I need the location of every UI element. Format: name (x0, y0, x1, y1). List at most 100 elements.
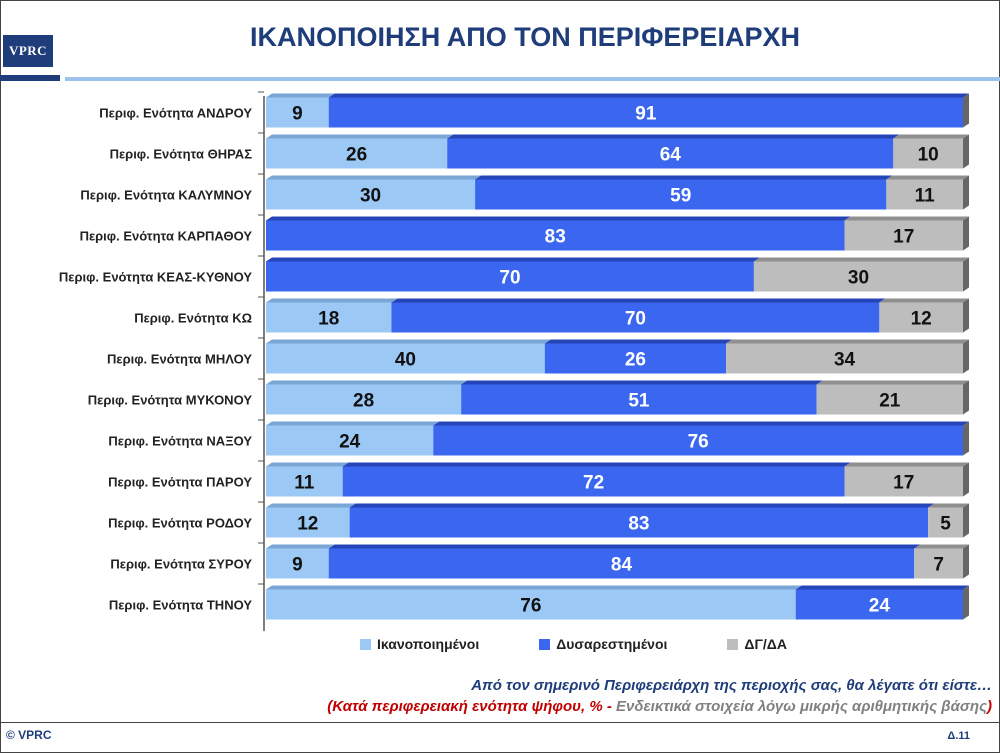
bar-satisfied (266, 507, 350, 538)
legend-item-satisfied: Ικανοποιημένοι (360, 636, 479, 652)
value-label-dissatisfied: 84 (611, 555, 633, 576)
bar-satisfied (266, 302, 392, 333)
legend-swatch-satisfied (360, 638, 371, 650)
value-label-satisfied: 40 (395, 350, 416, 371)
note-gray-text: Ενδεικτικά στοιχεία λόγω μικρής αριθμητι… (611, 698, 987, 715)
bar-dissatisfied (349, 507, 929, 538)
value-label-dissatisfied: 83 (628, 514, 649, 535)
bar-dk (726, 343, 963, 374)
value-label-dk: 7 (933, 555, 944, 576)
category-label: Περιφ. Ενότητα ΚΕΑΣ-ΚΥΘΝΟΥ (59, 270, 252, 285)
bar-dk (844, 220, 963, 251)
category-label: Περιφ. Ενότητα ΣΥΡΟΥ (110, 557, 252, 572)
note-open-paren: ( (327, 698, 333, 715)
bar-side (963, 216, 969, 251)
value-label-dissatisfied: 26 (625, 350, 646, 371)
bar-top-dk (914, 544, 969, 549)
bar-top-dissatisfied (461, 380, 823, 385)
bar-dissatisfied (433, 425, 963, 456)
category-label: Περιφ. Ενότητα ΚΩ (134, 311, 252, 326)
bar-top-satisfied (266, 298, 398, 303)
value-label-dissatisfied: 64 (660, 145, 682, 166)
category-label: Περιφ. Ενότητα ΚΑΛΥΜΝΟΥ (80, 188, 252, 203)
bar-satisfied (266, 425, 434, 456)
bar-side (963, 380, 969, 415)
legend-item-dissatisfied: Δυσαρεστημένοι (539, 636, 667, 652)
bar-top-satisfied (266, 503, 356, 508)
bar-dk (886, 179, 963, 210)
bar-top-satisfied (266, 421, 440, 426)
bar-dissatisfied (475, 179, 887, 210)
bar-side (963, 462, 969, 497)
value-label-satisfied: 24 (339, 432, 361, 453)
value-label-dissatisfied: 59 (670, 186, 691, 207)
bar-top-dissatisfied (447, 134, 900, 139)
legend-swatch-dissatisfied (539, 638, 551, 650)
bar-top-satisfied (266, 544, 335, 549)
legend-label-dissatisfied: Δυσαρεστημένοι (556, 636, 668, 652)
note-red-text: Κατά περιφερειακή ενότητα ψήφου, % - (332, 698, 612, 715)
bar-top-dissatisfied (795, 585, 969, 590)
footer-divider (0, 722, 1000, 723)
category-label: Περιφ. Ενότητα ΜΗΛΟΥ (107, 352, 252, 367)
value-label-satisfied: 76 (520, 596, 541, 617)
value-label-dissatisfied: 83 (545, 227, 566, 248)
bar-top-dissatisfied (349, 503, 935, 508)
category-label: Περιφ. Ενότητα ΘΗΡΑΣ (110, 147, 253, 162)
note-close-paren: ) (987, 698, 992, 715)
value-label-dk: 34 (834, 350, 856, 371)
question-note: Από τον σημερινό Περιφερειάρχη της περιο… (471, 677, 992, 694)
stacked-bar-chart: Περιφ. Ενότητα ΑΝΔΡΟΥ 9 91 Περιφ. Ενότητα Θ… (59, 91, 970, 631)
bar-dissatisfied (342, 466, 845, 497)
bar-dissatisfied (328, 548, 915, 579)
bar-satisfied (266, 138, 448, 169)
value-label-dk: 17 (893, 227, 914, 248)
bar-side (963, 339, 969, 374)
bar-top-dk (928, 503, 969, 508)
bar-top-dissatisfied (544, 339, 733, 344)
bar-dissatisfied (795, 589, 963, 620)
value-label-dk: 12 (911, 309, 932, 330)
bar-dissatisfied (461, 384, 817, 415)
value-label-dk: 30 (848, 268, 869, 289)
bar-top-satisfied (266, 380, 468, 385)
bar-dissatisfied (266, 261, 754, 292)
bar-top-dissatisfied (328, 544, 921, 549)
bar-dissatisfied (391, 302, 880, 333)
value-label-dissatisfied: 76 (688, 432, 709, 453)
bar-top-dissatisfied (391, 298, 886, 303)
bar-top-dissatisfied (433, 421, 969, 426)
bar-dissatisfied (266, 220, 845, 251)
bar-dk (816, 384, 963, 415)
bar-top-satisfied (266, 339, 551, 344)
bar-dissatisfied (328, 97, 964, 128)
value-label-satisfied: 18 (318, 309, 339, 330)
bar-top-dk (726, 339, 969, 344)
vprc-logo: VPRC (3, 35, 53, 67)
title-divider-light (65, 77, 1000, 81)
bar-satisfied (266, 179, 476, 210)
value-label-dk: 21 (879, 391, 901, 412)
value-label-dissatisfied: 72 (583, 473, 604, 494)
category-label: Περιφ. Ενότητα ΤΗΝΟΥ (109, 598, 252, 613)
bar-dk (753, 261, 963, 292)
bar-dissatisfied (447, 138, 894, 169)
bar-dk (893, 138, 963, 169)
legend-label-dk: ΔΓ/ΔΑ (744, 636, 787, 652)
value-label-satisfied: 11 (294, 473, 315, 494)
bar-dissatisfied (544, 343, 727, 374)
bar-satisfied (266, 589, 796, 620)
bar-top-dk (893, 134, 969, 139)
bar-dk (879, 302, 963, 333)
category-label: Περιφ. Ενότητα ΜΥΚΟΝΟΥ (88, 393, 253, 408)
value-label-dissatisfied: 91 (635, 104, 657, 125)
bar-dk (928, 507, 963, 538)
value-label-dissatisfied: 70 (499, 268, 520, 289)
title-divider-dark (0, 75, 60, 81)
category-label: Περιφ. Ενότητα ΑΝΔΡΟΥ (99, 106, 252, 121)
bar-dk (914, 548, 963, 579)
bar-top-dissatisfied (328, 93, 970, 98)
value-label-dissatisfied: 51 (628, 391, 650, 412)
category-label: Περιφ. Ενότητα ΡΟΔΟΥ (108, 516, 252, 531)
bar-side (963, 544, 969, 579)
